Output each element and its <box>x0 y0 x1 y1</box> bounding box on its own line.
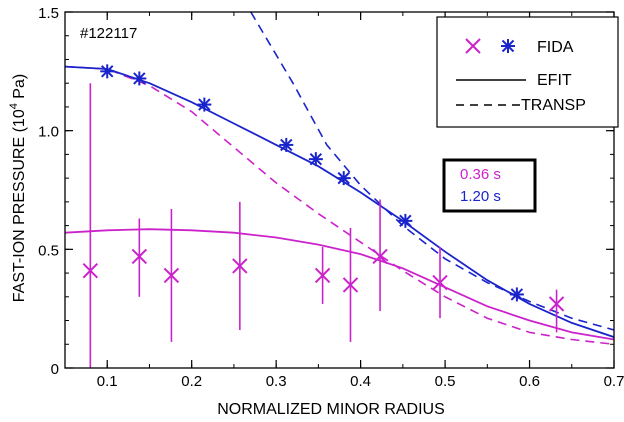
fida-point-t120-3 <box>279 137 294 152</box>
y-tick-label-3: 1.5 <box>38 5 59 22</box>
fida-point-t036-0 <box>82 262 99 279</box>
efit-curve-t036 <box>65 228 614 341</box>
legend-fida-label: FIDA <box>537 39 574 56</box>
x-tick-label-0: 0.1 <box>97 373 118 390</box>
fida-point-t120-2 <box>197 97 212 112</box>
legend-transp-label: TRANSP <box>521 97 586 114</box>
fida-point-t036-3-d2 <box>232 258 248 274</box>
tick-labels-layer: 0.1 0.2 0.3 0.4 0.5 0.6 0.7 0 0.5 1.0 1.5 <box>38 5 624 390</box>
fida-point-t036-4 <box>314 267 331 284</box>
fida-point-t036-5-d2 <box>342 277 359 293</box>
x-tick-label-3: 0.4 <box>350 373 371 390</box>
fida-point-t036-3 <box>232 258 248 274</box>
fida-point-t036-1 <box>131 248 148 265</box>
plot-frame <box>64 11 615 369</box>
x-tick-label-1: 0.2 <box>181 373 202 390</box>
fida-point-t120-5-d2 <box>337 171 350 185</box>
efit-curve-t120 <box>65 65 614 338</box>
fida-point-t120-1-d2 <box>133 72 146 85</box>
y-tick-label-2: 1.0 <box>38 124 59 141</box>
legend: FIDA EFIT TRANSP <box>436 16 619 128</box>
markers-layer <box>82 64 565 312</box>
fida-point-t036-2 <box>163 267 180 284</box>
time-box: 0.36 s 1.20 s <box>442 158 537 213</box>
fida-point-t120-2-d2 <box>198 98 211 111</box>
fida-point-t120-0-d2 <box>101 65 114 78</box>
transp-curve-t036 <box>65 65 614 346</box>
fida-point-t036-4-d2 <box>314 267 331 284</box>
legend-star-marker-d2 <box>501 39 515 53</box>
legend-efit-label: EFIT <box>537 72 572 89</box>
fida-point-t120-6 <box>398 213 413 228</box>
x-tick-label-2: 0.3 <box>266 373 287 390</box>
y-axis-label-exponent: 4 <box>8 103 20 109</box>
fida-point-t120-7-d2 <box>510 288 524 301</box>
fida-point-t036-7-d2 <box>432 274 448 291</box>
time-label-036: 0.36 s <box>460 166 501 183</box>
y-axis-label: FAST-ION PRESSURE (104 Pa) <box>8 74 28 302</box>
fida-point-t036-0-d2 <box>82 262 99 279</box>
fida-point-t036-7 <box>432 274 448 291</box>
fida-point-t120-4 <box>308 152 323 167</box>
y-axis-label-main: FAST-ION PRESSURE (10 <box>11 109 28 302</box>
x-tick-label-4: 0.5 <box>435 373 456 390</box>
x-axis-label: NORMALIZED MINOR RADIUS <box>217 401 445 418</box>
fida-point-t036-2-d2 <box>163 267 180 284</box>
x-tick-label-6: 0.7 <box>604 373 624 390</box>
fida-point-t036-6 <box>372 248 388 265</box>
y-tick-label-1: 0.5 <box>38 242 59 259</box>
y-axis-label-unit: Pa) <box>11 74 28 103</box>
legend-star-marker <box>501 39 515 53</box>
fida-point-t120-6-d2 <box>399 214 412 228</box>
fida-point-t036-8 <box>548 296 565 312</box>
legend-fida-markers <box>465 38 515 54</box>
legend-cross-marker <box>465 38 481 54</box>
fida-point-t120-7 <box>509 287 524 302</box>
fida-point-t120-0 <box>100 64 115 79</box>
fida-point-t036-5 <box>342 277 359 293</box>
fida-point-t120-3-d2 <box>280 138 293 152</box>
x-tick-label-5: 0.6 <box>519 373 540 390</box>
legend-cross-marker-d2 <box>465 38 481 54</box>
time-box-frame <box>442 158 537 213</box>
fida-point-t036-6-d2 <box>372 248 388 265</box>
shot-label: #122117 <box>80 25 137 42</box>
fida-point-t036-1-d2 <box>131 248 148 265</box>
y-tick-label-0: 0 <box>51 361 59 378</box>
fida-point-t120-4-d2 <box>309 152 323 166</box>
fida-point-t120-5 <box>336 171 351 186</box>
fida-point-t120-1 <box>132 71 147 86</box>
fida-point-t036-8-d2 <box>548 296 565 312</box>
time-label-120: 1.20 s <box>460 188 501 205</box>
legend-box <box>436 16 619 128</box>
